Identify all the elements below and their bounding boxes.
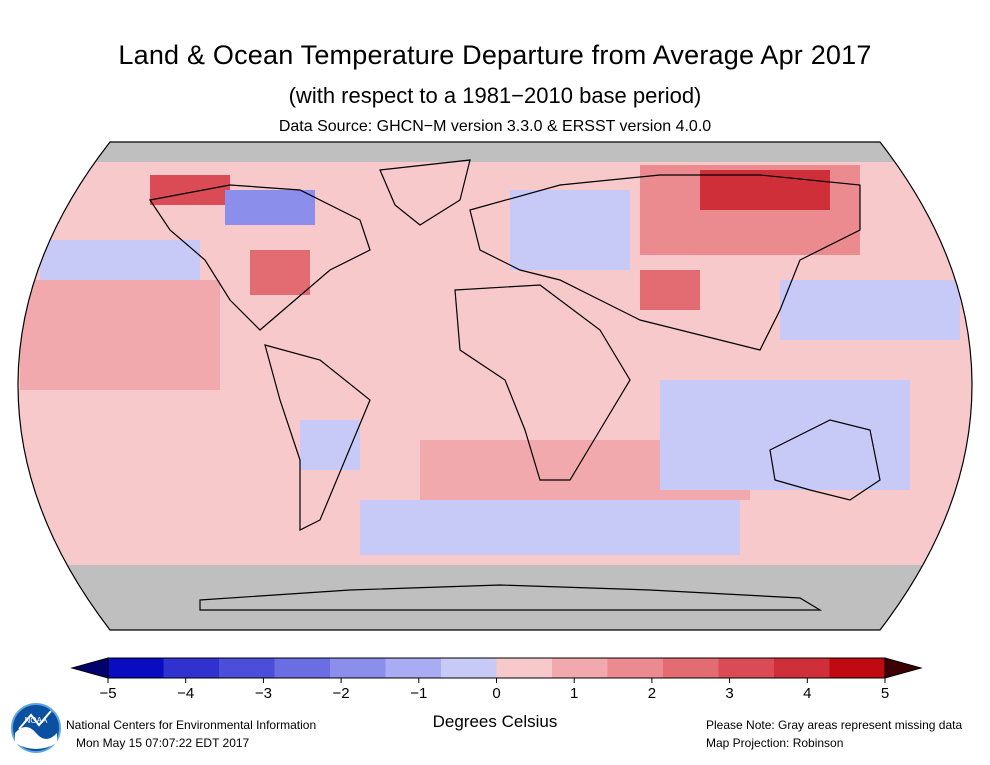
org-name: National Centers for Environmental Infor… — [66, 718, 317, 732]
south-america-outline — [264, 344, 371, 531]
europe-cool-region — [510, 190, 630, 270]
colorbar-segment — [385, 658, 442, 678]
color-scale-ticks: −5 −4 −3 −2 −1 0 1 2 3 4 5 — [99, 678, 889, 702]
projection-note: Map Projection: Robinson — [706, 736, 844, 750]
colorbar-segment — [774, 658, 830, 678]
anomaly-field — [18, 142, 972, 630]
colorbar-segment — [274, 658, 331, 678]
coastlines — [148, 159, 881, 611]
colorbar-unit-label: Degrees Celsius — [432, 712, 558, 731]
colorbar-segment — [829, 658, 886, 678]
colorbar-segment — [441, 658, 497, 678]
colorbar-tick-label: 2 — [648, 685, 656, 702]
antarctica-outline — [199, 584, 823, 611]
indonesia-australia-cool-region — [660, 380, 910, 490]
colorbar-tick-label: 0 — [492, 685, 500, 702]
timestamp: Mon May 15 07:07:22 EDT 2017 — [76, 736, 250, 750]
north-pacific-cool-region — [780, 280, 960, 340]
colorbar-segment — [663, 658, 719, 678]
colorbar-tick-label: −5 — [99, 685, 116, 702]
colorbar-segment — [163, 658, 220, 678]
data-source-line: Data Source: GHCN−M version 3.3.0 & ERSS… — [278, 118, 712, 135]
canada-cool-region — [225, 190, 315, 225]
colorbar-segment — [552, 658, 608, 678]
colorbar-segment — [607, 658, 664, 678]
colorbar-tick-label: 5 — [881, 685, 889, 702]
colorbar-tick-label: 4 — [803, 685, 811, 702]
australia-outline — [769, 419, 881, 501]
south-america-cool-region — [300, 420, 360, 470]
africa-outline — [454, 284, 631, 481]
eurasia-outline — [469, 174, 861, 351]
colorbar-segment — [219, 658, 275, 678]
colorbar-high-arrow — [884, 657, 923, 679]
arctic-missing-data — [18, 142, 972, 162]
colorbar-low-arrow — [70, 657, 109, 679]
northeast-pacific-cool-region — [40, 240, 200, 280]
colorbar-tick-label: −3 — [255, 685, 272, 702]
map-border — [17, 141, 973, 631]
pacific-warm-region — [20, 280, 220, 390]
noaa-logo: NOAA — [11, 703, 61, 753]
colorbar-segment — [496, 658, 553, 678]
map-subtitle: (with respect to a 1981−2010 base period… — [288, 83, 702, 108]
colorbar-tick-label: −1 — [410, 685, 427, 702]
colorbar-segment — [330, 658, 386, 678]
map-title: Land & Ocean Temperature Departure from … — [118, 40, 872, 70]
colorbar-tick-label: −4 — [177, 685, 194, 702]
alaska-warm-region — [150, 175, 230, 205]
colorbar-segment — [718, 658, 775, 678]
noaa-logo-text: NOAA — [25, 716, 48, 725]
greenland-outline — [379, 159, 471, 226]
central-asia-warm-region — [640, 270, 700, 310]
colorbar-tick-label: 1 — [570, 685, 578, 702]
antarctic-missing-data — [18, 565, 972, 630]
colorbar-tick-label: −2 — [333, 685, 350, 702]
missing-data-note: Please Note: Gray areas represent missin… — [706, 718, 963, 732]
southern-ocean-cool-region — [360, 500, 740, 555]
siberia-hot-region — [700, 170, 830, 210]
north-america-outline — [148, 184, 371, 331]
colorbar-tick-label: 3 — [725, 685, 733, 702]
color-scale-segments — [70, 657, 923, 679]
eastern-us-warm-region — [250, 250, 310, 295]
colorbar-segment — [108, 658, 164, 678]
